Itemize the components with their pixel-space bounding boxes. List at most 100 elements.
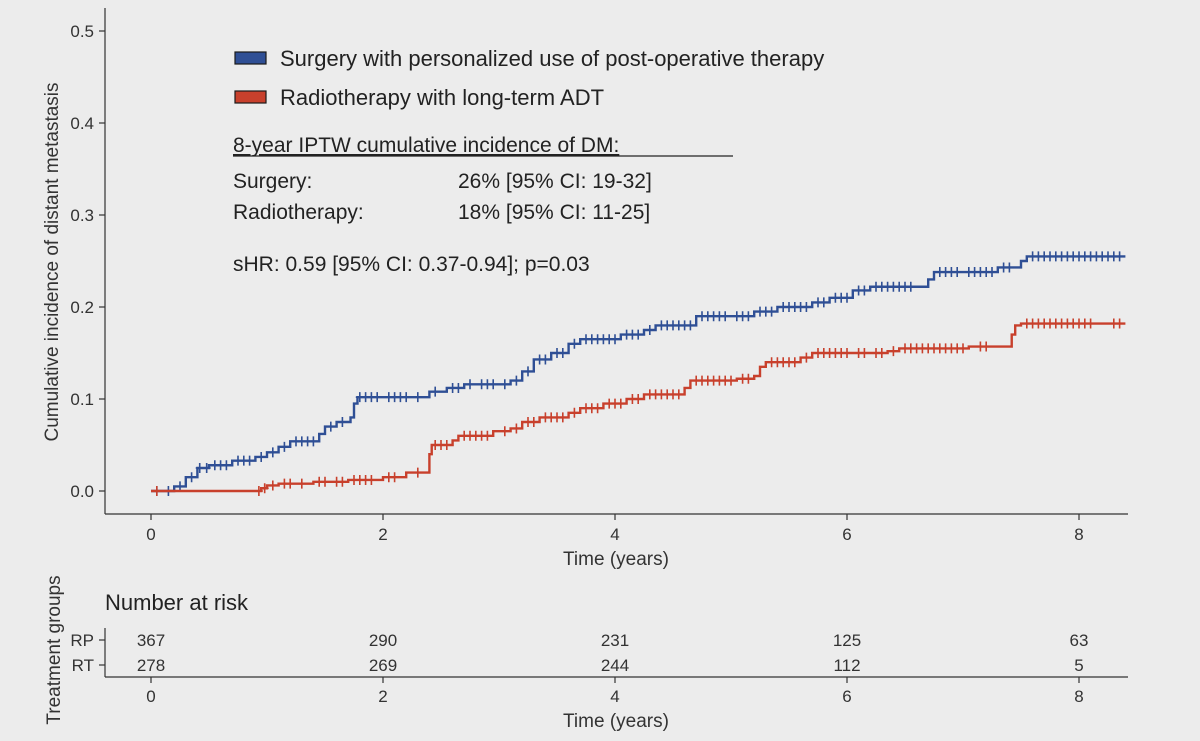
annotation-radiotherapy-label: Radiotherapy: [233,201,364,224]
y-tick-label: 0.5 [70,22,94,41]
censor-mark-radiotherapy [727,375,735,386]
censor-mark-surgery [953,267,962,278]
censor-mark-radiotherapy [512,423,521,434]
censor-mark-radiotherapy [268,480,277,491]
y-tick-label: 0.0 [70,482,94,501]
x-axis-label: Time (years) [563,549,669,570]
censor-mark-surgery [906,281,915,292]
censor-mark-radiotherapy [674,389,683,400]
censor-mark-radiotherapy [889,346,898,357]
censor-mark-radiotherapy [286,478,295,489]
annotation-block: 8-year IPTW cumulative incidence of DM: … [233,134,733,276]
censor-mark-radiotherapy [860,348,869,358]
censor-mark-surgery [326,421,335,432]
censor-mark-radiotherapy [413,467,422,478]
censor-mark-radiotherapy [802,352,811,363]
annotation-surgery-label: Surgery: [233,170,312,193]
x-tick-label: 8 [1074,525,1083,544]
censor-mark-surgery [373,392,382,403]
y-tick-label: 0.4 [70,114,94,133]
risk-table-title: Number at risk [105,590,249,615]
censor-mark-surgery [195,463,204,473]
risk-table-rows: RP 367 290 231 125 63 RT 278 269 244 112 5 [70,631,1088,675]
censor-mark-surgery [634,329,643,340]
censor-mark-surgery [767,306,776,317]
curve-surgery [151,255,1126,493]
censor-mark-surgery [431,386,440,397]
risk-x-tick-label: 8 [1074,687,1083,706]
censor-mark-radiotherapy [959,343,967,354]
y-tick-label: 0.3 [70,206,94,225]
censor-mark-radiotherapy [570,407,579,418]
legend-label-surgery: Surgery with personalized use of post-op… [280,46,824,71]
censor-mark-surgery [454,382,463,393]
censor-mark-radiotherapy [260,483,269,494]
censor-mark-surgery [202,463,211,473]
risk-x-tick-label: 4 [610,687,619,706]
curves [151,251,1126,496]
censor-mark-radiotherapy [321,476,329,487]
censor-mark-radiotherapy [500,426,509,437]
censor-mark-surgery [686,320,695,331]
x-tick-label: 6 [842,525,851,544]
censor-mark-radiotherapy [1086,318,1095,329]
legend-swatch-surgery [234,51,267,65]
risk-group-label: RP [70,631,94,650]
censor-mark-surgery [222,460,231,471]
censor-mark-surgery [1005,262,1014,273]
censor-mark-surgery [802,302,811,312]
censor-mark-surgery [819,297,828,308]
annotation-heading: 8-year IPTW cumulative incidence of DM: [233,134,619,157]
censor-mark-surgery [611,334,619,345]
risk-cell: 244 [601,656,629,675]
legend-label-radiotherapy: Radiotherapy with long-term ADT [280,85,604,110]
risk-cell: 112 [833,656,860,675]
censor-mark-radiotherapy [877,348,886,358]
risk-cell: 367 [137,631,165,650]
risk-group-label: RT [72,656,94,675]
risk-x-tick-label: 6 [842,687,851,706]
censor-mark-surgery [402,392,411,403]
censor-mark-radiotherapy [152,486,161,496]
y-tick-label: 0.2 [70,298,94,317]
risk-table: Number at risk Treatment groups RP 367 290… [44,575,1128,732]
censor-mark-surgery [860,285,869,296]
censor-mark-surgery [413,392,422,403]
censor-mark-surgery [524,366,532,377]
censor-mark-surgery [309,436,318,447]
risk-cell: 231 [601,631,629,650]
censor-mark-surgery [988,267,996,278]
censor-mark-surgery [489,379,498,390]
censor-mark-radiotherapy [338,476,347,487]
risk-x-tick-label: 0 [146,687,155,706]
risk-table-x-ticks: 0 2 4 6 8 [146,677,1084,706]
risk-cell: 125 [833,631,861,650]
censor-mark-surgery [512,375,521,386]
risk-table-y-label: Treatment groups [44,575,65,724]
risk-cell: 290 [369,631,397,650]
censor-mark-surgery [558,348,567,358]
x-tick-label: 4 [610,525,619,544]
censor-mark-surgery [338,417,347,427]
legend: Surgery with personalized use of post-op… [234,46,824,110]
x-tick-label: 0 [146,525,155,544]
annotation-surgery-value: 26% [95% CI: 19-32] [458,170,652,193]
censor-mark-radiotherapy [634,394,643,404]
censor-mark-surgery [721,311,730,322]
y-ticks: 0.0 0.1 0.2 0.3 0.4 0.5 [70,22,105,501]
censor-mark-radiotherapy [593,403,602,414]
risk-cell: 5 [1074,656,1083,675]
y-tick-label: 0.1 [70,390,94,409]
censor-mark-surgery [843,292,851,303]
censor-mark-surgery [645,325,654,335]
censor-mark-surgery [268,447,277,458]
censor-mark-radiotherapy [982,341,991,352]
legend-swatch-radiotherapy [234,90,267,104]
censor-mark-radiotherapy [843,348,851,358]
censor-mark-surgery [744,311,753,322]
risk-x-tick-label: 2 [378,687,387,706]
censor-mark-surgery [245,455,254,466]
censor-mark-radiotherapy [790,357,799,368]
